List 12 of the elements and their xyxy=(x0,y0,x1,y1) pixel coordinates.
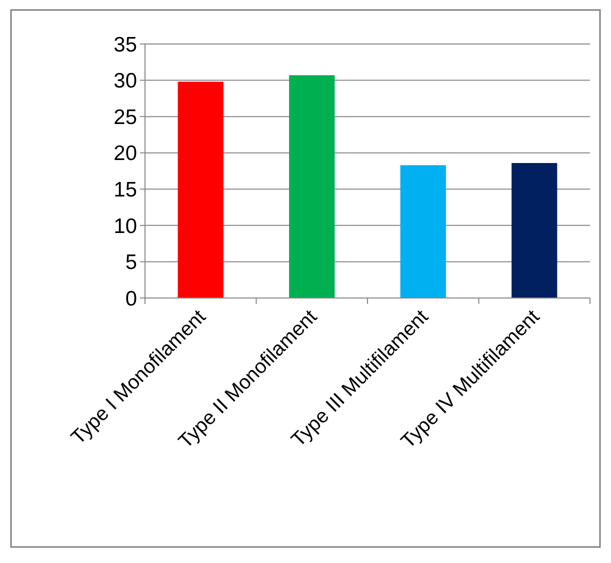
y-tick-label: 35 xyxy=(114,33,137,56)
y-tick-label: 25 xyxy=(114,106,137,129)
y-tick-label: 20 xyxy=(114,142,137,166)
bar xyxy=(512,163,558,298)
y-tick-label: 5 xyxy=(125,251,137,274)
y-tick-label: 15 xyxy=(114,178,137,202)
y-tick-label: 10 xyxy=(114,214,137,238)
bar xyxy=(178,82,224,298)
bar xyxy=(289,75,335,298)
y-tick-label: 0 xyxy=(125,287,137,310)
bar xyxy=(400,165,446,298)
y-tick-label: 30 xyxy=(114,70,137,93)
